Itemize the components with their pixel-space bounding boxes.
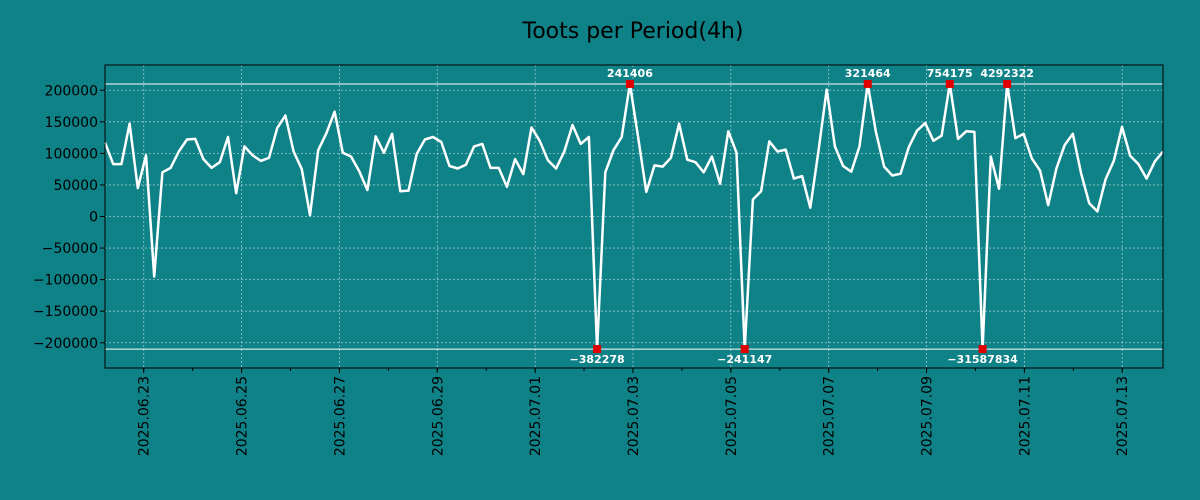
peak-annotation-label: −382278: [570, 353, 625, 366]
peak-annotation-label: −31587834: [947, 353, 1018, 366]
peak-marker: [863, 79, 872, 88]
peak-markers: [593, 79, 1012, 354]
y-tick-label: −100000: [33, 273, 98, 289]
x-tick-label: 2025.07.05: [724, 376, 740, 456]
y-tick-label: −200000: [33, 336, 98, 352]
peak-marker: [740, 345, 749, 354]
clip-limit-lines: [105, 83, 1163, 350]
y-tick-label: 200000: [45, 83, 98, 99]
x-tick-label: 2025.07.13: [1115, 376, 1131, 456]
peak-annotation-label: −241147: [717, 353, 772, 366]
peak-annotation-label: 4292322: [980, 67, 1034, 80]
x-tick-label: 2025.06.25: [235, 376, 251, 456]
peak-annotation-label: 321464: [845, 67, 891, 80]
y-axis-ticks: 200000 150000 100000 50000 0 −50000 −100000 −15…: [33, 83, 105, 352]
x-tick-label: 2025.07.03: [626, 376, 642, 456]
y-tick-label: 50000: [53, 178, 98, 194]
x-tick-label: 2025.07.07: [822, 376, 838, 456]
series-line-group: [103, 82, 1164, 351]
peak-annotations: 241406 321464 754175 4292322 −382278 −241147 −…: [570, 67, 1034, 366]
x-axis-ticks: 2025.06.23 2025.06.25 2025.06.27 2025.06.29…: [137, 368, 1131, 456]
series-line: [103, 82, 1164, 351]
chart-title: Toots per Period(4h): [522, 19, 744, 44]
x-tick-label: 2025.06.27: [332, 376, 348, 456]
grid-lines: [105, 65, 1163, 368]
peak-marker: [978, 345, 987, 354]
y-tick-label: −50000: [42, 241, 98, 257]
x-tick-label: 2025.07.09: [920, 376, 936, 456]
peak-marker: [625, 79, 634, 88]
y-tick-label: 150000: [45, 115, 98, 131]
peak-marker: [945, 79, 954, 88]
y-tick-label: −150000: [33, 304, 98, 320]
y-tick-label: 100000: [45, 146, 98, 162]
peak-annotation-label: 754175: [927, 67, 973, 80]
peak-marker: [593, 345, 602, 354]
peak-annotation-label: 241406: [607, 67, 653, 80]
x-tick-label: 2025.07.01: [528, 376, 544, 456]
x-tick-label: 2025.06.29: [430, 376, 446, 456]
y-tick-label: 0: [89, 210, 98, 226]
x-tick-label: 2025.07.11: [1017, 376, 1033, 456]
peak-marker: [1003, 79, 1012, 88]
x-tick-label: 2025.06.23: [137, 376, 153, 456]
